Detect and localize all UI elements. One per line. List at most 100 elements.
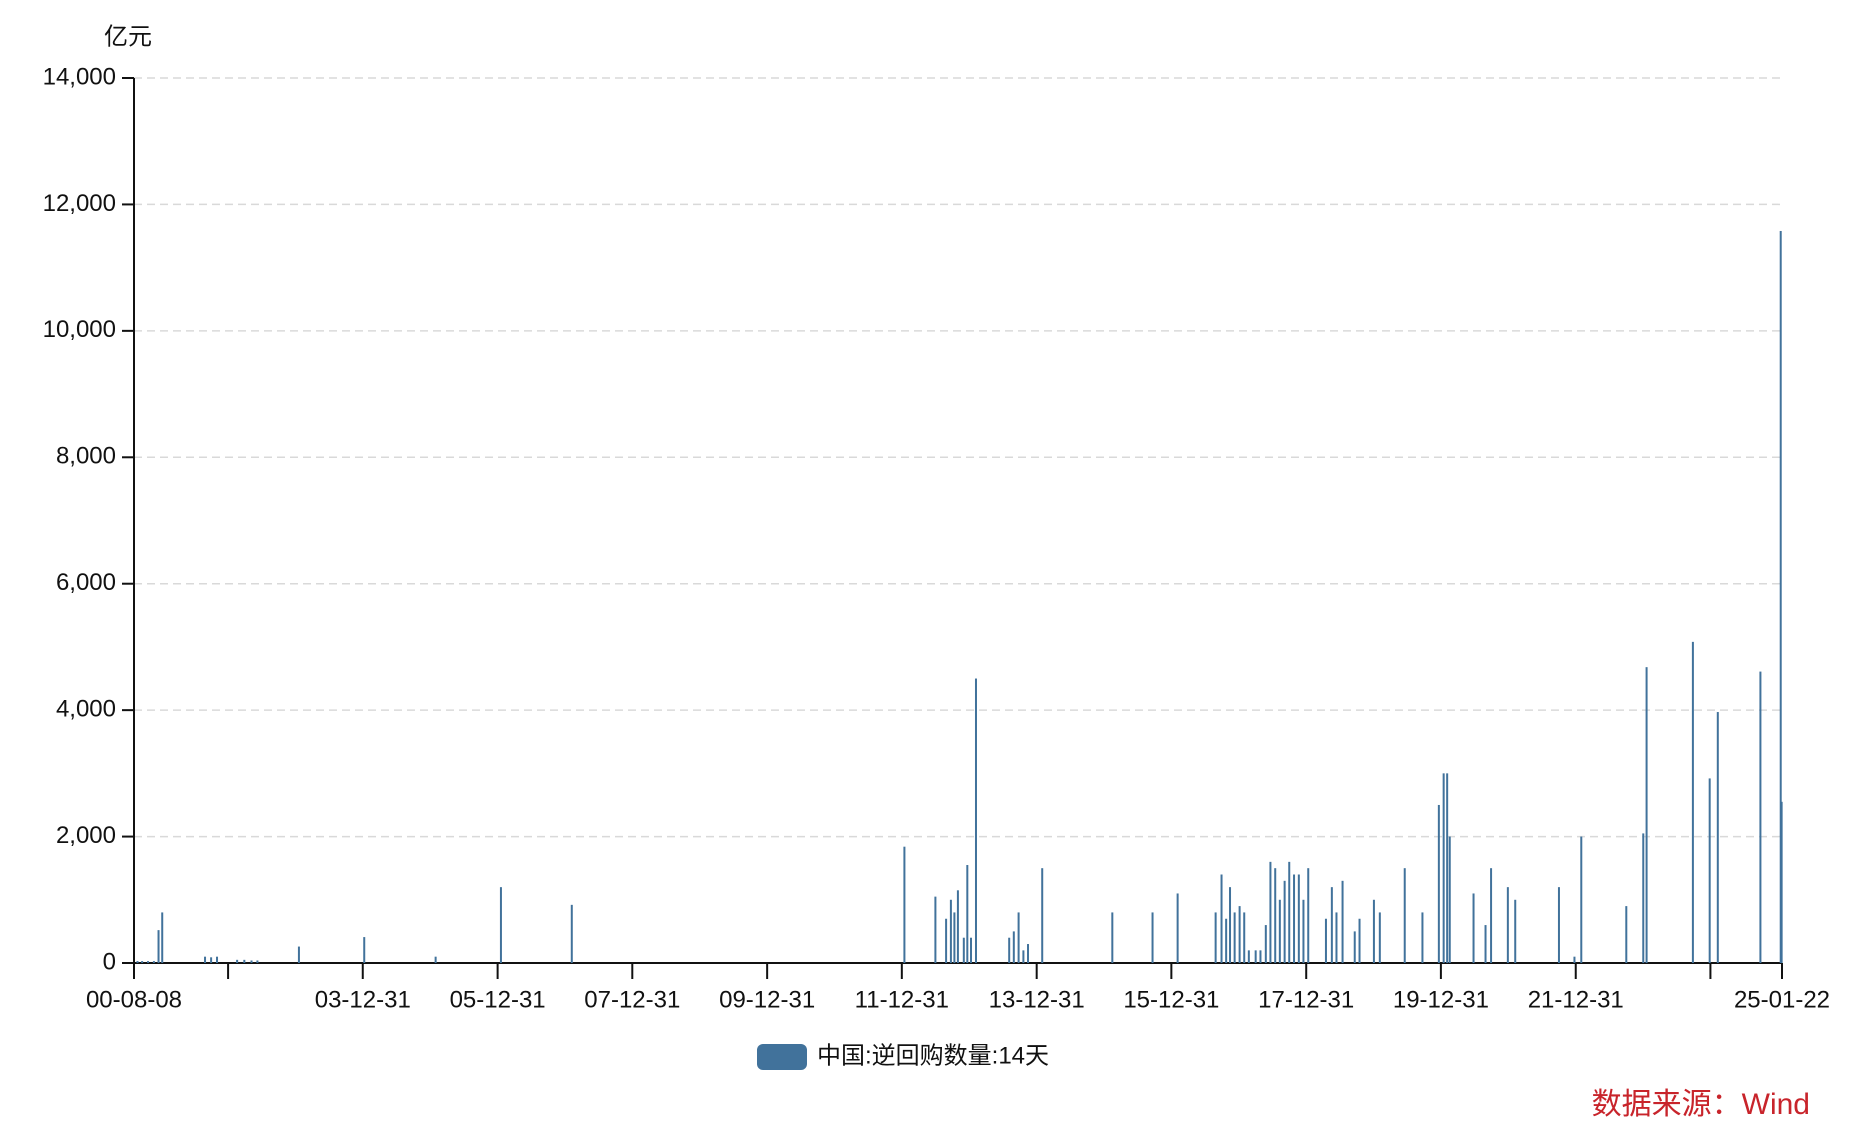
bar	[1421, 912, 1424, 963]
bar	[1353, 931, 1356, 963]
x-tick-label: 00-08-08	[86, 986, 182, 1013]
bar	[1254, 950, 1257, 963]
bar	[1324, 918, 1327, 963]
bar	[934, 896, 937, 963]
bar	[1225, 918, 1228, 963]
bar	[216, 956, 219, 963]
bar	[1708, 778, 1711, 963]
bar	[1779, 230, 1782, 963]
x-tick-label: 09-12-31	[719, 986, 815, 1013]
bar	[1484, 925, 1487, 963]
y-tick-label: 0	[103, 948, 116, 975]
bar	[256, 960, 259, 963]
bar	[974, 678, 977, 963]
bar	[147, 961, 150, 963]
bar	[949, 899, 952, 963]
bar	[1012, 931, 1015, 963]
bar	[1759, 671, 1762, 963]
bar	[1780, 801, 1783, 963]
bar	[1645, 667, 1648, 963]
bar	[1335, 912, 1338, 963]
bar	[141, 961, 144, 963]
bar	[970, 937, 973, 963]
x-tick-label: 19-12-31	[1393, 986, 1489, 1013]
legend-label: 中国:逆回购数量:14天	[817, 1042, 1049, 1069]
bar	[210, 957, 213, 963]
bar	[1378, 912, 1381, 963]
bar	[236, 959, 239, 963]
bar	[1243, 912, 1246, 963]
bar	[1358, 918, 1361, 963]
bar	[1151, 912, 1154, 963]
legend-swatch	[757, 1044, 807, 1070]
bar	[1269, 861, 1272, 963]
bar	[161, 912, 164, 963]
bar	[1691, 641, 1694, 963]
x-tick-label: 05-12-31	[450, 986, 546, 1013]
x-tick-label: 07-12-31	[584, 986, 680, 1013]
bar	[1307, 868, 1310, 963]
bar	[1573, 956, 1576, 963]
bar	[1259, 950, 1262, 963]
bar	[1288, 861, 1291, 963]
bar	[1017, 912, 1020, 963]
bar	[966, 865, 969, 963]
bar	[1372, 899, 1375, 963]
bar	[570, 904, 573, 963]
x-tick-label: 13-12-31	[989, 986, 1085, 1013]
bar	[363, 937, 366, 963]
y-tick-label: 10,000	[43, 316, 116, 343]
bar	[499, 887, 502, 963]
bar	[434, 956, 437, 963]
bar	[243, 959, 246, 963]
bar	[1214, 912, 1217, 963]
bar	[945, 918, 948, 963]
y-tick-label: 4,000	[56, 695, 116, 722]
bar	[1278, 899, 1281, 963]
bar	[157, 930, 160, 963]
bar	[1274, 868, 1277, 963]
bar	[1446, 773, 1449, 963]
bar	[1341, 880, 1344, 963]
bar	[1247, 950, 1250, 963]
bar	[1506, 887, 1509, 963]
bar	[1111, 912, 1114, 963]
bar	[903, 846, 906, 963]
bar	[1027, 944, 1030, 963]
bar	[1293, 874, 1296, 963]
bar	[1472, 893, 1475, 963]
bar	[297, 946, 300, 963]
bar	[1330, 887, 1333, 963]
y-tick-label: 14,000	[43, 63, 116, 90]
bar	[1264, 925, 1267, 963]
x-tick-label: 03-12-31	[315, 986, 411, 1013]
y-tick-label: 6,000	[56, 569, 116, 596]
bar	[1176, 893, 1179, 963]
bar	[136, 961, 139, 963]
bar	[956, 890, 959, 963]
bar	[1490, 868, 1493, 963]
bar	[1022, 950, 1025, 963]
bar	[1442, 773, 1445, 963]
bar	[1041, 868, 1044, 963]
bar	[250, 960, 253, 963]
bar	[1297, 874, 1300, 963]
bar	[953, 912, 956, 963]
x-tick-label: 25-01-22	[1734, 986, 1830, 1013]
bar	[1514, 899, 1517, 963]
bar	[204, 956, 207, 963]
bar	[1716, 712, 1719, 963]
y-tick-label: 8,000	[56, 443, 116, 470]
y-tick-label: 12,000	[43, 190, 116, 217]
bar	[1229, 887, 1232, 963]
x-tick-label: 15-12-31	[1123, 986, 1219, 1013]
bar	[152, 961, 155, 963]
x-tick-label: 21-12-31	[1528, 986, 1624, 1013]
bar	[1302, 899, 1305, 963]
bar	[1233, 912, 1236, 963]
bar	[1403, 868, 1406, 963]
bar	[1283, 880, 1286, 963]
bar	[1437, 804, 1440, 963]
